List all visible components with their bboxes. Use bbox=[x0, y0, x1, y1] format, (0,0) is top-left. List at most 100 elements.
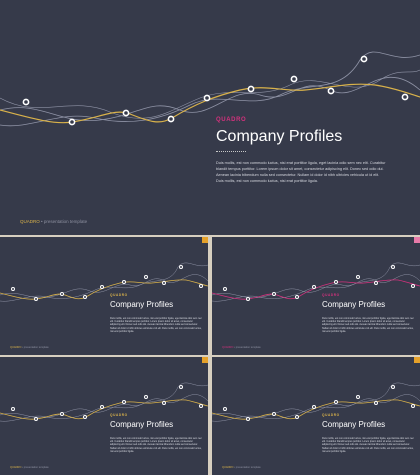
grey-wave-line bbox=[0, 274, 208, 299]
data-point-marker bbox=[122, 109, 130, 117]
data-point-marker bbox=[356, 395, 360, 399]
grey-wave-line bbox=[0, 69, 420, 119]
grey-wave-line bbox=[212, 382, 420, 422]
grey-wave-line bbox=[212, 394, 420, 419]
data-point-marker bbox=[246, 417, 250, 421]
slide-thumbnail[interactable]: QUADRO Company Profiles Duis mollis, est… bbox=[0, 237, 208, 355]
data-point-marker bbox=[199, 284, 203, 288]
data-point-marker bbox=[144, 275, 148, 279]
brand-kicker: QUADRO bbox=[216, 117, 247, 123]
data-point-marker bbox=[327, 87, 335, 95]
data-point-marker bbox=[391, 385, 395, 389]
data-point-marker bbox=[334, 280, 338, 284]
data-point-marker bbox=[312, 285, 316, 289]
data-point-marker bbox=[203, 94, 211, 102]
slide-thumbnail[interactable]: QUADRO Company Profiles Duis mollis, est… bbox=[0, 357, 208, 475]
data-point-marker bbox=[223, 287, 227, 291]
footer-brand: QUADRO bbox=[10, 346, 22, 349]
data-point-marker bbox=[11, 287, 15, 291]
brand-kicker: QUADRO bbox=[322, 293, 340, 297]
data-point-marker bbox=[162, 401, 166, 405]
grey-wave-line bbox=[212, 274, 420, 299]
data-point-marker bbox=[391, 265, 395, 269]
data-point-marker bbox=[60, 412, 64, 416]
wave-graphic bbox=[0, 262, 208, 302]
data-point-marker bbox=[179, 265, 183, 269]
data-point-marker bbox=[34, 297, 38, 301]
data-point-marker bbox=[374, 401, 378, 405]
footer-brand: QUADRO bbox=[20, 219, 40, 224]
footer-brand: QUADRO bbox=[222, 466, 234, 469]
data-point-marker bbox=[122, 400, 126, 404]
footer-text: presentation template bbox=[23, 346, 49, 349]
data-point-marker bbox=[356, 275, 360, 279]
slide-thumbnail[interactable]: QUADRO Company Profiles Duis mollis, est… bbox=[212, 357, 420, 475]
brand-kicker: QUADRO bbox=[110, 293, 128, 297]
accent-wave-line bbox=[212, 279, 420, 300]
body-text: Duis mollis, est non commodo luctus, nis… bbox=[322, 437, 414, 453]
footer-brand: QUADRO bbox=[10, 466, 22, 469]
footer-brand: QUADRO bbox=[222, 346, 234, 349]
data-point-marker bbox=[295, 295, 299, 299]
body-text: Duis mollis, est non commodo luctus, nis… bbox=[322, 317, 414, 333]
grey-wave-line bbox=[212, 262, 420, 302]
data-point-marker bbox=[411, 284, 415, 288]
main-slide[interactable]: QUADRO Company Profiles Duis mollis, est… bbox=[0, 0, 420, 235]
data-point-marker bbox=[334, 400, 338, 404]
footer: QUADRO • presentation template bbox=[222, 466, 261, 469]
accent-wave-line bbox=[0, 279, 208, 300]
data-point-marker bbox=[167, 115, 175, 123]
data-point-marker bbox=[272, 292, 276, 296]
wave-graphic bbox=[0, 51, 420, 127]
data-point-marker bbox=[247, 85, 255, 93]
wave-graphic bbox=[212, 382, 420, 422]
data-point-marker bbox=[401, 93, 409, 101]
data-point-marker bbox=[312, 405, 316, 409]
wave-graphic bbox=[212, 262, 420, 302]
accent-wave-line bbox=[0, 399, 208, 420]
data-point-marker bbox=[60, 292, 64, 296]
footer: QUADRO • presentation template bbox=[222, 346, 261, 349]
data-point-marker bbox=[68, 118, 76, 126]
footer-text: presentation template bbox=[23, 466, 49, 469]
data-point-marker bbox=[144, 395, 148, 399]
corner-marker bbox=[202, 357, 208, 363]
data-point-marker bbox=[83, 415, 87, 419]
corner-marker bbox=[414, 237, 420, 243]
slide-title: Company Profiles bbox=[322, 300, 386, 309]
body-text: Duis mollis, est non commodo luctus, nis… bbox=[216, 161, 386, 183]
data-point-marker bbox=[272, 412, 276, 416]
wave-graphic bbox=[0, 382, 208, 422]
data-point-marker bbox=[295, 415, 299, 419]
data-point-marker bbox=[162, 281, 166, 285]
slide-title: Company Profiles bbox=[322, 420, 386, 429]
body-text: Duis mollis, est non commodo luctus, nis… bbox=[110, 437, 202, 453]
data-point-marker bbox=[223, 407, 227, 411]
grey-wave-line bbox=[0, 394, 208, 419]
slide-title: Company Profiles bbox=[216, 128, 343, 145]
data-point-marker bbox=[179, 385, 183, 389]
data-point-marker bbox=[360, 55, 368, 63]
data-point-marker bbox=[100, 285, 104, 289]
body-text: Duis mollis, est non commodo luctus, nis… bbox=[110, 317, 202, 333]
data-point-marker bbox=[122, 280, 126, 284]
data-point-marker bbox=[34, 417, 38, 421]
slide-thumbnail[interactable]: QUADRO Company Profiles Duis mollis, est… bbox=[212, 237, 420, 355]
footer-text: presentation template bbox=[235, 466, 261, 469]
grey-wave-line bbox=[0, 382, 208, 422]
data-point-marker bbox=[290, 75, 298, 83]
data-point-marker bbox=[11, 407, 15, 411]
footer-text: presentation template bbox=[235, 346, 261, 349]
footer-separator: • bbox=[41, 219, 43, 224]
dotted-divider bbox=[216, 151, 246, 152]
corner-marker bbox=[202, 237, 208, 243]
data-point-marker bbox=[100, 405, 104, 409]
data-point-marker bbox=[199, 404, 203, 408]
corner-marker bbox=[414, 357, 420, 363]
footer: QUADRO • presentation template bbox=[10, 466, 49, 469]
brand-kicker: QUADRO bbox=[110, 413, 128, 417]
footer: QUADRO • presentation template bbox=[10, 346, 49, 349]
footer: QUADRO • presentation template bbox=[20, 219, 87, 224]
grey-wave-line bbox=[0, 262, 208, 302]
footer-text: presentation template bbox=[43, 219, 88, 224]
